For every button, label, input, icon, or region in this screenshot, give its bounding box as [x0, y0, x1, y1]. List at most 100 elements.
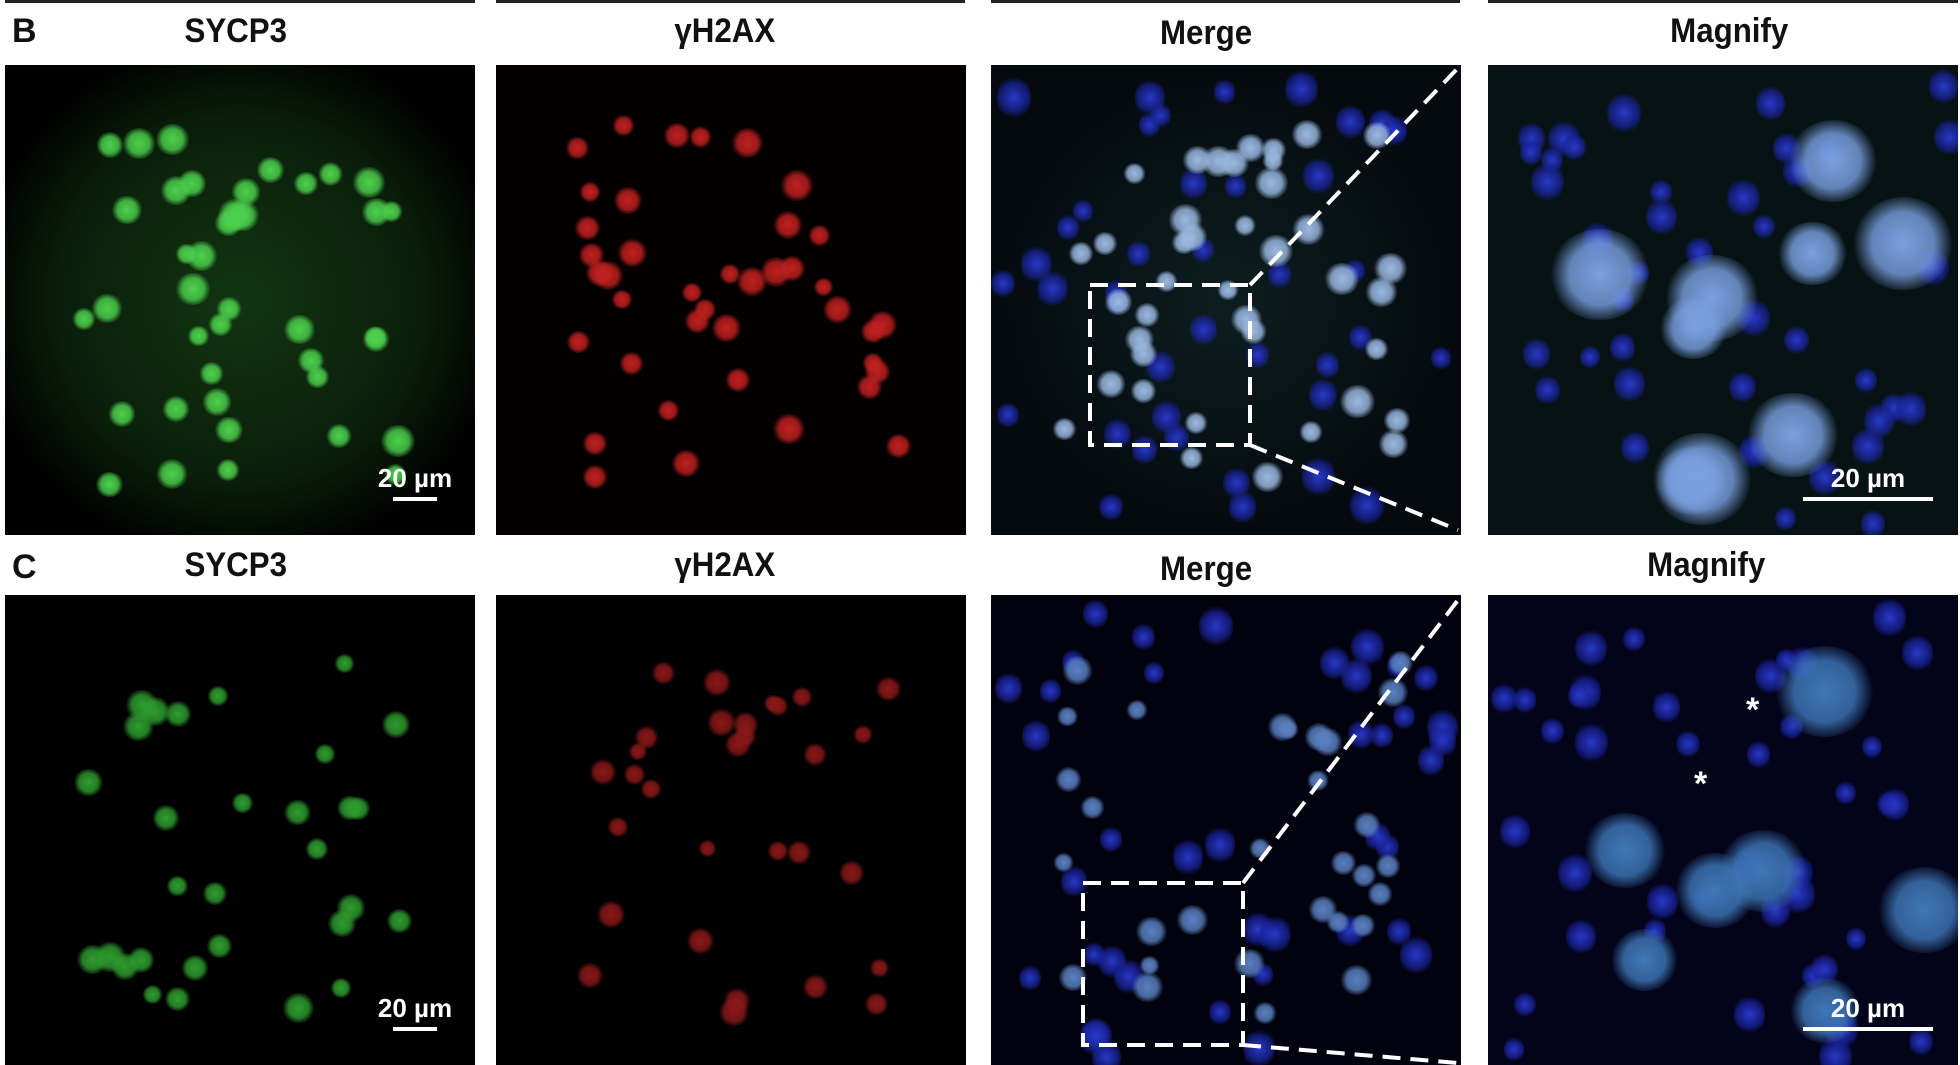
nucleus: [595, 900, 627, 928]
nucleus: [1054, 767, 1083, 793]
nucleus: [1583, 813, 1667, 889]
nucleus: [1531, 160, 1565, 204]
nucleus: [95, 132, 125, 158]
nucleus: [1535, 374, 1560, 407]
nucleus: [1129, 378, 1157, 404]
nucleus: [1240, 319, 1268, 344]
nucleus: [1258, 235, 1294, 268]
nucleus: [1579, 344, 1600, 371]
nucleus: [142, 985, 164, 1004]
nucleus: [385, 909, 413, 934]
nucleus: [255, 156, 285, 183]
nucleus: [283, 799, 312, 826]
asterisk-annotation: *: [1694, 765, 1708, 803]
nucleus: [688, 126, 713, 148]
nucleus: [861, 353, 884, 374]
nucleus: [1860, 508, 1886, 535]
nucleus: [1092, 232, 1119, 256]
nucleus: [1052, 417, 1077, 441]
nucleus: [1126, 700, 1149, 720]
nucleus: [1729, 369, 1756, 405]
nucleus: [1620, 429, 1649, 466]
header-merge: Merge: [1160, 14, 1253, 52]
nucleus: [622, 764, 647, 786]
panel-letter-c: C: [12, 548, 37, 586]
image-merge-b: [991, 65, 1461, 535]
nucleus: [95, 471, 124, 498]
nucleus: [1717, 830, 1809, 912]
nucleus: [1541, 716, 1565, 747]
nucleus: [215, 297, 242, 321]
nucleus: [1306, 770, 1330, 791]
nucleus: [1523, 336, 1551, 372]
nucleus: [611, 115, 635, 136]
nucleus: [1366, 882, 1394, 907]
nucleus: [618, 351, 645, 375]
divider: [991, 0, 1460, 3]
nucleus: [1100, 825, 1123, 855]
nucleus: [1261, 150, 1285, 171]
nucleus: [1104, 416, 1131, 452]
nucleus: [198, 361, 225, 385]
nucleus: [1175, 904, 1210, 935]
nucleus: [1308, 377, 1337, 414]
nucleus: [884, 433, 912, 459]
nucleus: [336, 795, 364, 821]
nucleus: [205, 933, 234, 959]
nucleus: [1491, 682, 1517, 716]
nucleus: [1855, 366, 1878, 395]
image-sycp3-b: 20 µm: [5, 65, 475, 535]
image-gh2ax-b: [496, 65, 966, 535]
nucleus: [1243, 1028, 1275, 1065]
nucleus: [154, 123, 190, 156]
nucleus: [1170, 230, 1198, 255]
nucleus: [1339, 385, 1376, 419]
nucleus: [1862, 733, 1883, 761]
nucleus: [1414, 662, 1438, 694]
nucleus: [1095, 370, 1127, 398]
nucleus: [1562, 131, 1587, 163]
nucleus: [730, 127, 765, 158]
nucleus: [216, 459, 241, 481]
nucleus: [1149, 101, 1171, 130]
nucleus: [581, 465, 609, 490]
nucleus: [588, 759, 617, 785]
nucleus: [702, 669, 732, 696]
nucleus: [1787, 120, 1879, 202]
nucleus: [1291, 119, 1324, 149]
nucleus: [1428, 723, 1456, 759]
nucleus: [1548, 228, 1651, 321]
nucleus: [1513, 685, 1537, 715]
nucleus: [822, 295, 853, 324]
nucleus: [1383, 408, 1411, 433]
nucleus: [706, 708, 738, 737]
nucleus: [73, 768, 104, 797]
nucleus: [681, 283, 703, 303]
nucleus: [1252, 1001, 1277, 1024]
nucleus: [1233, 215, 1257, 236]
nucleus: [1037, 269, 1068, 309]
nucleus: [1350, 483, 1384, 528]
nucleus: [628, 742, 648, 761]
nucleus: [151, 805, 181, 832]
image-sycp3-c: 20 µm: [5, 595, 475, 1065]
nucleus: [1646, 881, 1678, 923]
nucleus: [1863, 401, 1895, 441]
nucleus: [1676, 728, 1700, 760]
nucleus: [384, 464, 408, 485]
nucleus: [790, 686, 814, 707]
header-sycp3: SYCP3: [184, 12, 288, 50]
nucleus: [735, 266, 769, 297]
nucleus: [1126, 238, 1150, 269]
nucleus: [296, 347, 325, 374]
nucleus: [766, 841, 790, 862]
nucleus: [175, 272, 212, 305]
nucleus: [187, 325, 210, 347]
scale-bar-label: 20 µm: [377, 993, 453, 1023]
nucleus: [1609, 330, 1636, 365]
nucleus: [160, 176, 193, 205]
nucleus: [1172, 837, 1204, 877]
nucleus: [639, 778, 662, 799]
nucleus: [1233, 948, 1267, 979]
nucleus: [1181, 146, 1213, 175]
